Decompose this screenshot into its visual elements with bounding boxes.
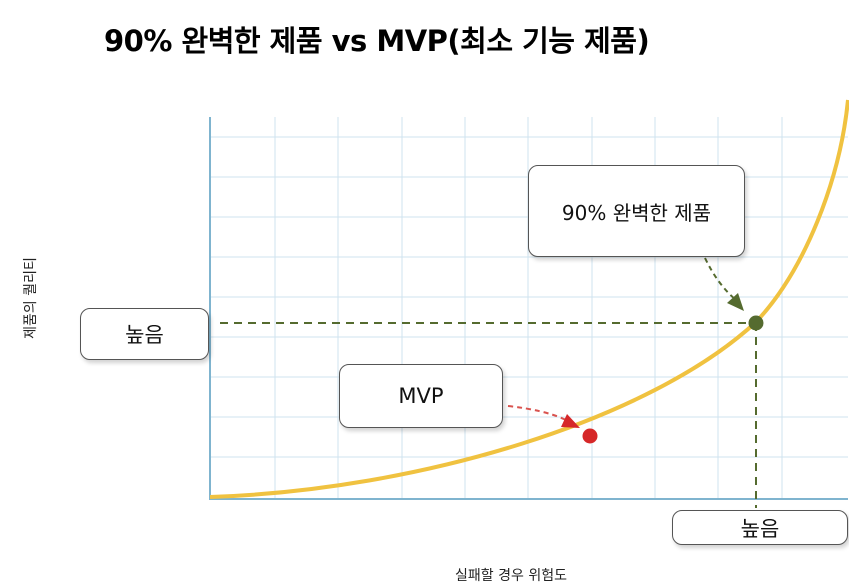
quality-high-label-box: 높음: [80, 308, 209, 360]
mvp-label: MVP: [398, 384, 444, 408]
risk-high-label: 높음: [740, 516, 780, 541]
mvp-arrow-head: [561, 414, 580, 428]
risk-high-label-box: 높음: [672, 510, 848, 545]
quality-high-label: 높음: [125, 323, 164, 347]
perfect-arrow: [704, 257, 737, 301]
quality-curve: [209, 99, 849, 499]
perfect-arrow-head: [727, 293, 744, 311]
mvp-callout: MVP: [339, 364, 503, 428]
perfect-product-callout: 90% 완벽한 제품: [528, 165, 745, 257]
perfect-product-label: 90% 완벽한 제품: [561, 200, 712, 225]
mvp-arrow: [507, 405, 567, 421]
perfect-point: [748, 315, 764, 331]
y-axis-label: 제품의 퀄리티: [23, 257, 39, 339]
x-axis-label: 실패할 경우 위험도: [455, 568, 567, 584]
mvp-point: [582, 428, 598, 444]
page-title: 90% 완벽한 제품 vs MVP(최소 기능 제품): [104, 24, 650, 58]
